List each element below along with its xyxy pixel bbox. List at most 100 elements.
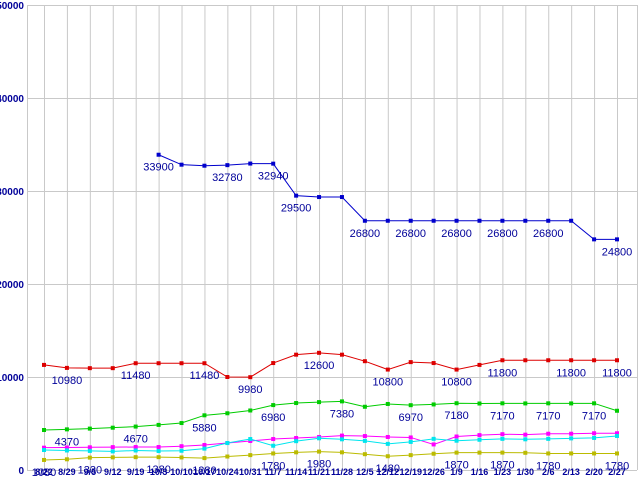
green-series-marker: [523, 401, 528, 406]
cyan-series-marker: [179, 448, 184, 453]
red-series-marker: [408, 360, 413, 365]
olive-series-marker: [202, 456, 207, 461]
red-series-value-label: 10980: [52, 375, 83, 387]
blue-series-value-label: 32940: [258, 171, 289, 183]
gridlines: [27, 5, 638, 471]
blue-series-value-label: 32780: [212, 172, 243, 184]
olive-series-value-label: 1480: [376, 463, 400, 475]
cyan-series-marker: [546, 436, 551, 441]
red-series-marker: [500, 358, 505, 363]
olive-series-marker: [546, 451, 551, 456]
olive-series-marker: [454, 450, 459, 455]
red-series-marker: [362, 359, 367, 364]
y-tick-label: 20000: [0, 280, 24, 291]
blue-series: 33900 32780 32940 29500 26800 26800 26800 26800…: [143, 152, 633, 258]
blue-series-marker: [592, 237, 597, 242]
olive-series-value-label: 1870: [490, 460, 514, 472]
x-tick-label: 10/31: [239, 467, 262, 477]
cyan-series-marker: [42, 448, 46, 453]
red-series-marker: [294, 352, 299, 357]
olive-series-marker: [592, 451, 597, 456]
red-series-value-label: 11800: [556, 367, 586, 379]
blue-series-marker: [202, 163, 207, 168]
x-axis-labels: 8/22 8/29 9/5 9/12 9/19 10/3 10/10 10/17 10/24 10…: [35, 467, 626, 477]
x-tick-label: 2/20: [585, 467, 603, 477]
red-series-marker: [546, 358, 551, 363]
x-tick-label: 1/9: [450, 467, 463, 477]
red-series-value-label: 9980: [238, 384, 262, 396]
green-series-value-label: 7170: [582, 410, 606, 422]
red-series-marker: [110, 366, 115, 371]
red-series-value-label: 11480: [190, 370, 220, 382]
magenta-series-marker: [179, 444, 184, 449]
cyan-series-marker: [156, 449, 161, 454]
x-tick-label: 11/7: [265, 467, 282, 477]
green-series-marker: [179, 421, 184, 426]
olive-series-value-label: 1780: [605, 460, 629, 472]
blue-series-marker: [500, 218, 505, 223]
blue-series-marker: [248, 161, 253, 166]
olive-series-marker: [248, 453, 253, 458]
green-series-marker: [64, 427, 69, 432]
green-series-value-label: 6980: [261, 412, 285, 424]
x-tick-label: 8/29: [58, 467, 76, 477]
olive-series-marker: [523, 450, 528, 455]
olive-series-marker: [42, 457, 46, 462]
olive-series-marker: [179, 455, 184, 460]
blue-series-value-label: 24800: [602, 246, 633, 258]
magenta-series-marker: [87, 445, 92, 450]
x-tick-label: 12/12: [377, 467, 400, 477]
cyan-series-marker: [500, 436, 505, 441]
x-tick-label: 2/27: [608, 467, 626, 477]
blue-series-marker: [523, 218, 528, 223]
green-series-marker: [87, 426, 92, 431]
cyan-series-marker: [523, 437, 528, 442]
red-series-marker: [202, 361, 207, 366]
green-series-marker: [546, 401, 551, 406]
blue-series-marker: [156, 152, 161, 157]
x-tick-label: 11/28: [331, 467, 353, 477]
cyan-series-marker: [362, 438, 367, 443]
green-series-marker: [42, 428, 46, 433]
magenta-series-marker: [362, 434, 367, 439]
green-series-marker: [408, 403, 413, 408]
red-series: 10980 11480 11480 9980 12600 10800 10800 11800 1…: [42, 350, 632, 396]
cyan-series-marker: [294, 439, 299, 444]
blue-series-marker: [431, 218, 436, 223]
red-series-value-label: 11480: [121, 370, 151, 382]
x-tick-label: 9/12: [104, 467, 122, 477]
green-series-marker: [294, 401, 299, 406]
cyan-series-marker: [408, 439, 413, 444]
cyan-series-marker: [454, 438, 459, 443]
blue-series-value-label: 26800: [533, 228, 564, 240]
red-series-marker: [42, 362, 46, 367]
cyan-series-marker: [339, 437, 344, 442]
green-series-marker: [271, 403, 276, 408]
blue-series-marker: [339, 195, 344, 200]
red-series-marker: [133, 361, 138, 366]
y-axis-labels: 0 10000 20000 30000 40000 50000: [0, 1, 24, 477]
red-series-marker: [339, 352, 344, 357]
magenta-series-marker: [294, 436, 299, 441]
x-tick-label: 12/5: [356, 467, 374, 477]
olive-series: 1080 1330 1380 1280 1780 1980 1480 1870 1870 1780…: [32, 449, 629, 479]
blue-series-value-label: 26800: [350, 228, 381, 240]
red-series-value-label: 10800: [373, 377, 404, 389]
x-tick-label: 9/19: [127, 467, 145, 477]
magenta-series-line: [43, 432, 617, 449]
blue-series-marker: [362, 218, 367, 223]
red-series-marker: [225, 375, 230, 379]
green-series-value-label: 7170: [490, 410, 514, 422]
olive-series-value-label: 1280: [192, 465, 216, 477]
magenta-series-marker: [431, 442, 436, 447]
magenta-series-marker: [523, 432, 528, 437]
olive-series-line: [43, 451, 617, 461]
red-series-value-label: 10800: [441, 377, 472, 389]
red-series-value-label: 11800: [602, 367, 632, 379]
cyan-series-line: [43, 435, 618, 452]
magenta-series-marker: [454, 434, 459, 439]
cyan-series-marker: [569, 436, 574, 441]
red-series-value-label: 12600: [304, 360, 335, 372]
magenta-series-marker: [271, 437, 276, 442]
